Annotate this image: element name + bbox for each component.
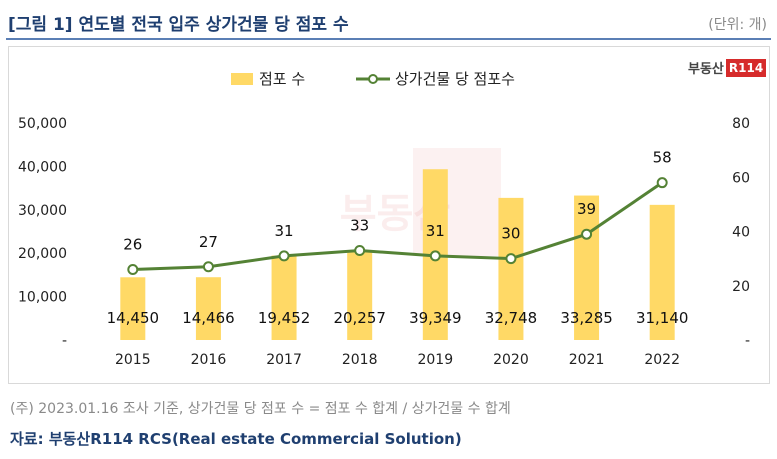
line-value-label: 31 [426,222,445,240]
bar [195,277,221,340]
x-axis: 2015 2016 2017 2018 2019 2020 2021 2022 [115,352,680,368]
bar [347,252,373,340]
bar-value-label: 33,285 [560,309,613,327]
line-point [505,253,517,265]
bar [498,197,524,340]
x-axis-tick: 2017 [266,352,302,368]
x-axis-tick: 2016 [191,352,227,368]
line-series [127,177,668,275]
source-label: 자료: 부동산R114 RCS(Real estate Commercial S… [10,430,462,448]
line-point [581,228,593,240]
legend: 점포 수 상가건물 당 점포수 [231,70,515,88]
line-point [354,244,366,256]
bar [271,255,297,340]
brand-logo: 부동산 R114 [688,58,767,77]
line-value-label: 39 [577,200,596,218]
bar-value-label: 20,257 [333,309,386,327]
x-axis-tick: 2020 [493,352,529,368]
bar-value-label: 39,349 [409,309,462,327]
legend-line-label: 상가건물 당 점포수 [395,70,515,88]
left-axis: - 10,000 20,000 30,000 40,000 50,000 [18,116,67,349]
title-divider [6,38,771,40]
left-axis-tick: 40,000 [18,159,67,175]
left-axis-tick: - [62,333,67,349]
line-value-label: 58 [653,149,672,167]
right-axis: - 20 40 60 80 [732,116,750,349]
brand-logo-badge: R114 [725,58,767,77]
right-axis-tick: - [745,333,750,349]
bar-value-label: 31,140 [636,309,689,327]
footnote: (주) 2023.01.16 조사 기준, 상가건물 당 점포 수 = 점포 수… [10,401,511,417]
left-axis-tick: 10,000 [18,290,67,306]
bar-value-label: 32,748 [485,309,538,327]
legend-line-marker [368,74,378,84]
x-axis-tick: 2015 [115,352,151,368]
bar [574,195,600,340]
x-axis-tick: 2019 [417,352,453,368]
line-value-label: 33 [350,216,369,234]
bar [649,204,675,340]
line-value-label: 30 [501,225,520,243]
line-point [656,177,668,189]
line-path [132,181,664,271]
line-value-label: 26 [123,235,142,253]
line-point [127,263,139,275]
legend-bar-label: 점포 수 [259,70,305,88]
chart-title: [그림 1] 연도별 전국 입주 상가건물 당 점포 수 [8,15,349,35]
bar-value-label: 14,450 [107,309,160,327]
line-point [278,250,290,262]
x-axis-tick: 2018 [342,352,378,368]
data-labels: 14,450 14,466 19,452 20,257 39,349 32,748 33,2… [107,149,689,327]
unit-label: (단위: 개) [708,17,767,33]
right-axis-tick: 80 [732,116,750,132]
line-point [202,261,214,273]
line-point [429,250,441,262]
x-axis-tick: 2021 [569,352,605,368]
bar-value-label: 14,466 [182,309,235,327]
chart-frame [8,46,770,384]
line-value-label: 31 [275,222,294,240]
left-axis-tick: 50,000 [18,116,67,132]
right-axis-tick: 40 [732,225,750,241]
line-value-label: 27 [199,233,218,251]
bar-value-label: 19,452 [258,309,311,327]
brand-logo-text: 부동산 [688,62,724,77]
right-axis-tick: 20 [732,279,750,295]
legend-bar-swatch [231,73,253,85]
left-axis-tick: 30,000 [18,203,67,219]
right-axis-tick: 60 [732,170,750,186]
x-axis-tick: 2022 [644,352,680,368]
bar [120,277,146,340]
left-axis-tick: 20,000 [18,246,67,262]
